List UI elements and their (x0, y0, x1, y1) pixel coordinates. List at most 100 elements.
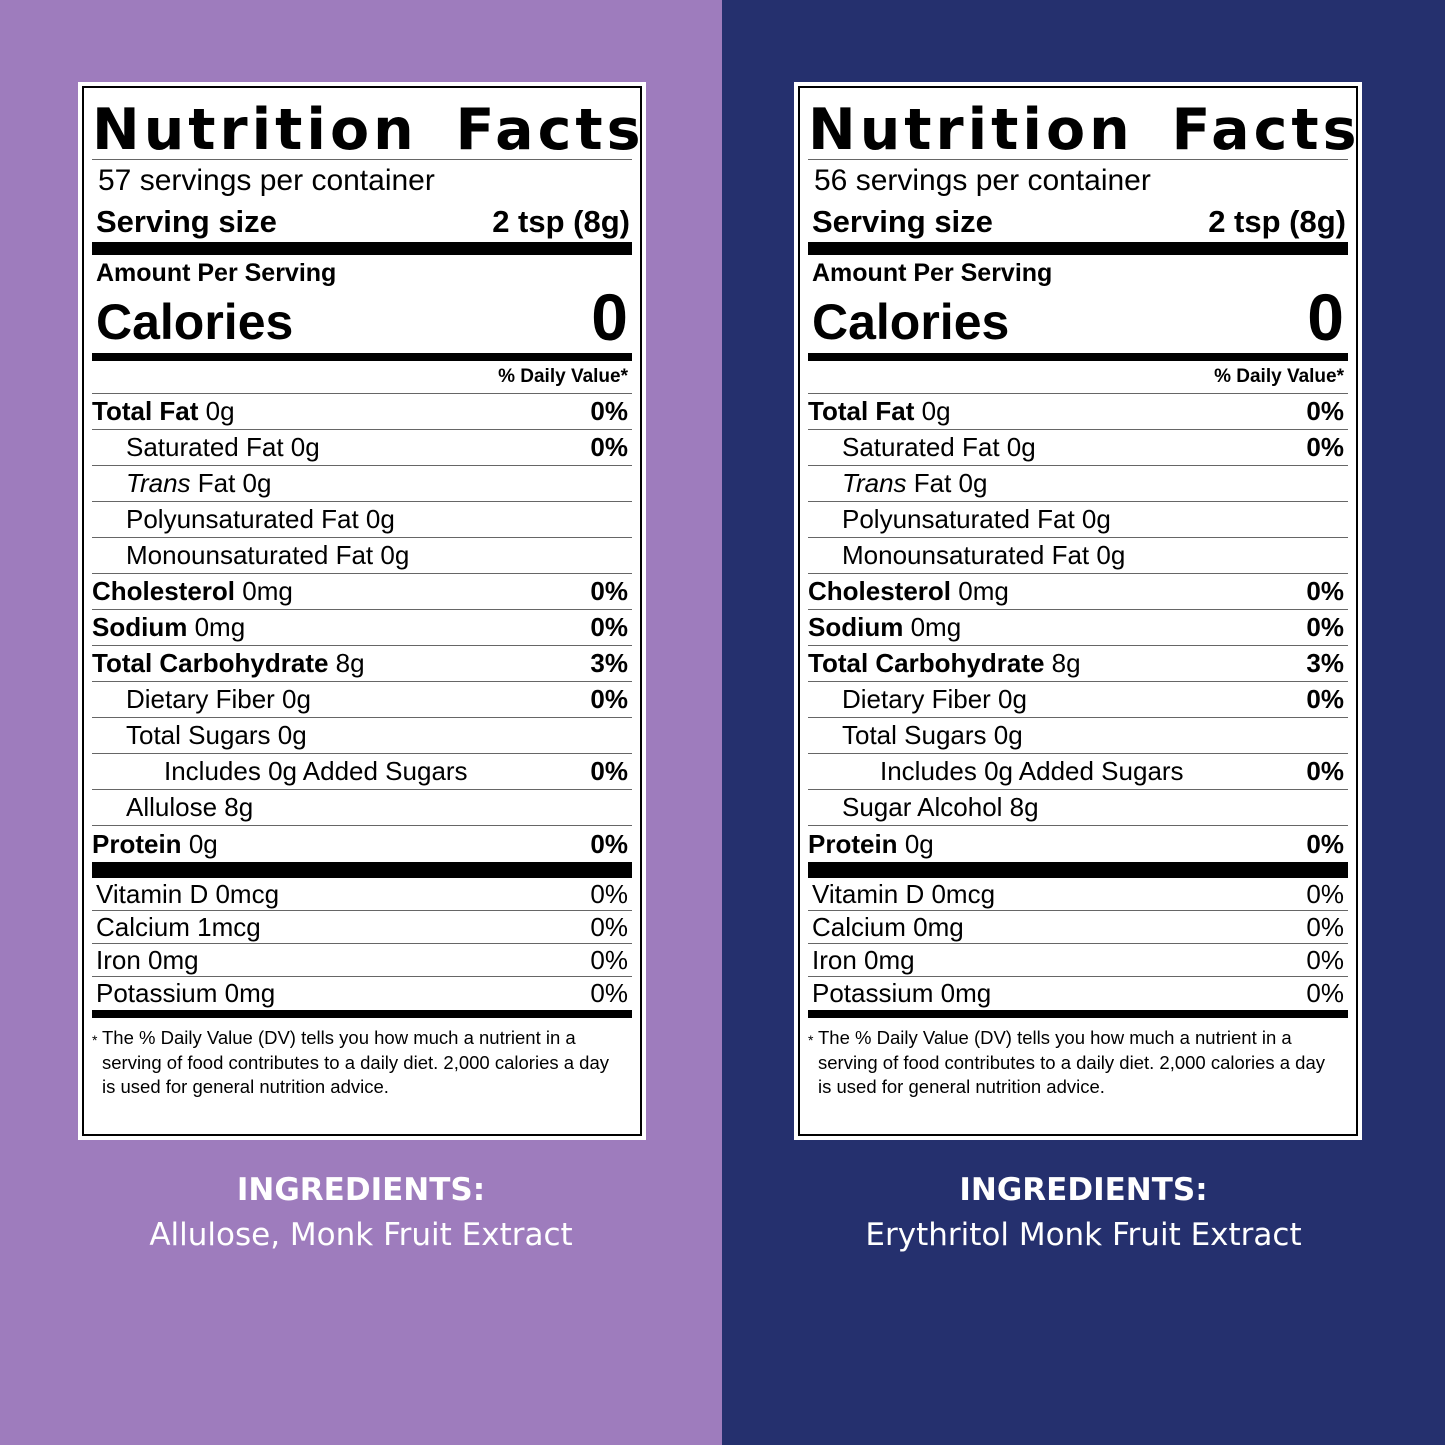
ingredients-list: Erythritol Monk Fruit Extract (865, 1217, 1302, 1253)
nutrient-row: Includes 0g Added Sugars 0% (808, 754, 1348, 790)
nutrient-row: Trans Fat 0g (808, 466, 1348, 502)
nutrient-name: Total Fat (808, 396, 915, 426)
nutrient-name-cell: Total Sugars 0g (92, 720, 307, 751)
nutrient-name: Sodium (92, 612, 188, 642)
vitamin-daily-value: 0% (1306, 911, 1344, 942)
nutrient-amount: 8g (335, 648, 365, 678)
nutrient-row: Monounsaturated Fat 0g (92, 538, 632, 574)
nutrient-row: Total Sugars 0g (808, 718, 1348, 754)
nutrient-daily-value: 0% (590, 612, 628, 642)
nutrient-daily-value: 0% (590, 396, 628, 426)
nutrient-row: Cholesterol 0mg 0% (92, 574, 632, 610)
serving-size-label: Serving size (96, 204, 277, 239)
amount-per-serving: Amount Per Serving (812, 259, 1053, 287)
divider (92, 159, 632, 160)
serving-size-row: Serving size 2 tsp (8g) (808, 202, 1348, 242)
thick-divider (92, 862, 632, 878)
nutrient-name-cell: Sugar Alcohol 8g (808, 792, 1039, 823)
servings-per-container: 56 servings per container (814, 164, 1151, 197)
footnote-text: The % Daily Value (DV) tells you how muc… (818, 1027, 1325, 1097)
right-panel: Nutrition Facts 56 servings per container… (722, 0, 1445, 1445)
daily-value-header: % Daily Value* (92, 361, 632, 394)
nutrient-name-cell: Total Fat 0g (808, 396, 951, 427)
vitamin-name: Potassium 0mg (812, 978, 992, 1008)
vitamin-row: Potassium 0mg 0% (808, 977, 1348, 1010)
nutrient-name: Polyunsaturated Fat 0g (126, 504, 395, 534)
nutrient-row: Total Fat 0g 0% (808, 394, 1348, 430)
nutrient-name: Includes 0g Added Sugars (164, 756, 468, 786)
nutrient-row: Total Carbohydrate 8g 3% (808, 646, 1348, 682)
nutrient-name: Monounsaturated Fat 0g (126, 540, 410, 570)
medium-divider (92, 1010, 632, 1018)
nutrient-name: Dietary Fiber 0g (126, 684, 311, 714)
nutrient-name: Sodium (808, 612, 904, 642)
nutrient-daily-value: 0% (1306, 576, 1344, 606)
ingredients-block: INGREDIENTS: Allulose, Monk Fruit Extract (0, 1172, 722, 1262)
nutrient-name: Cholesterol (808, 576, 952, 606)
vitamin-row: Potassium 0mg 0% (92, 977, 632, 1010)
nutrient-row: Trans Fat 0g (92, 466, 632, 502)
nutrient-row: Dietary Fiber 0g 0% (92, 682, 632, 718)
nutrient-amount: 0mg (958, 576, 1009, 606)
nutrient-name-cell: Protein 0g (808, 829, 934, 860)
vitamin-daily-value: 0% (590, 878, 628, 909)
left-panel: Nutrition Facts 57 servings per container… (0, 0, 722, 1445)
daily-value-header: % Daily Value* (808, 361, 1348, 394)
nutrient-amount: Fat 0g (197, 468, 272, 498)
nutrient-row: Sodium 0mg 0% (92, 610, 632, 646)
nutrient-daily-value: 0% (590, 432, 628, 462)
nutrient-daily-value: 3% (590, 648, 628, 678)
ingredients-block: INGREDIENTS: Erythritol Monk Fruit Extrac… (722, 1172, 1445, 1262)
nutrient-name-cell: Polyunsaturated Fat 0g (92, 504, 395, 535)
vitamin-row: Iron 0mg 0% (92, 944, 632, 977)
nutrient-row: Protein 0g 0% (92, 826, 632, 862)
vitamin-daily-value: 0% (1306, 878, 1344, 909)
nutrient-name: Trans (842, 468, 907, 498)
footnote-asterisk: * (808, 1032, 814, 1048)
nutrient-name: Protein (808, 828, 898, 859)
vitamin-daily-value: 0% (590, 911, 628, 942)
ingredients-title: INGREDIENTS: (236, 1172, 486, 1208)
nutrient-daily-value: 3% (1306, 648, 1344, 678)
calories-value: 0 (591, 280, 628, 354)
nutrient-name-cell: Protein 0g (92, 829, 218, 860)
nutrient-name-cell: Polyunsaturated Fat 0g (808, 504, 1111, 535)
medium-divider (808, 353, 1348, 361)
nutrient-daily-value: 0% (1306, 612, 1344, 642)
nutrient-amount: 0g (188, 828, 218, 859)
nutrient-row: Polyunsaturated Fat 0g (92, 502, 632, 538)
nutrition-label: Nutrition Facts 56 servings per container… (794, 82, 1362, 1140)
vitamin-daily-value: 0% (1306, 978, 1344, 1008)
calories-row: Calories 0 (808, 284, 1348, 353)
nutrient-name-cell: Monounsaturated Fat 0g (808, 540, 1125, 571)
nutrient-daily-value: 0% (590, 576, 628, 606)
nutrient-name-cell: Trans Fat 0g (808, 468, 987, 499)
nutrient-daily-value: 0% (1306, 828, 1344, 859)
nutrient-name: Total Fat (92, 396, 199, 426)
serving-size-value: 2 tsp (8g) (492, 204, 630, 239)
nutrient-amount: 0g (205, 396, 235, 426)
nutrient-amount: 0mg (910, 612, 962, 642)
nutrient-row: Allulose 8g (92, 790, 632, 826)
nutrient-amount: 0mg (242, 576, 293, 606)
ingredients-list: Allulose, Monk Fruit Extract (149, 1217, 573, 1253)
vitamin-name: Vitamin D 0mcg (812, 878, 996, 909)
nutrient-name: Allulose 8g (126, 792, 254, 822)
nutrient-name-cell: Sodium 0mg (808, 612, 961, 643)
nutrient-daily-value: 0% (1306, 396, 1344, 426)
nutrient-name-cell: Sodium 0mg (92, 612, 245, 643)
vitamin-daily-value: 0% (590, 978, 628, 1008)
nutrient-name: Monounsaturated Fat 0g (842, 540, 1126, 570)
nutrient-name-cell: Trans Fat 0g (92, 468, 271, 499)
vitamin-row: Calcium 1mcg 0% (92, 911, 632, 944)
nutrient-name-cell: Cholesterol 0mg (92, 576, 293, 607)
nutrient-row: Total Carbohydrate 8g 3% (92, 646, 632, 682)
thick-divider (808, 242, 1348, 255)
footnote: * The % Daily Value (DV) tells you how mu… (808, 1018, 1348, 1100)
nutrient-name-cell: Dietary Fiber 0g (92, 684, 311, 715)
nutrient-row: Includes 0g Added Sugars 0% (92, 754, 632, 790)
nutrient-row: Sodium 0mg 0% (808, 610, 1348, 646)
nutrient-daily-value: 0% (590, 756, 628, 786)
nutrient-name: Trans (126, 468, 191, 498)
nutrient-name-cell: Allulose 8g (92, 792, 253, 823)
